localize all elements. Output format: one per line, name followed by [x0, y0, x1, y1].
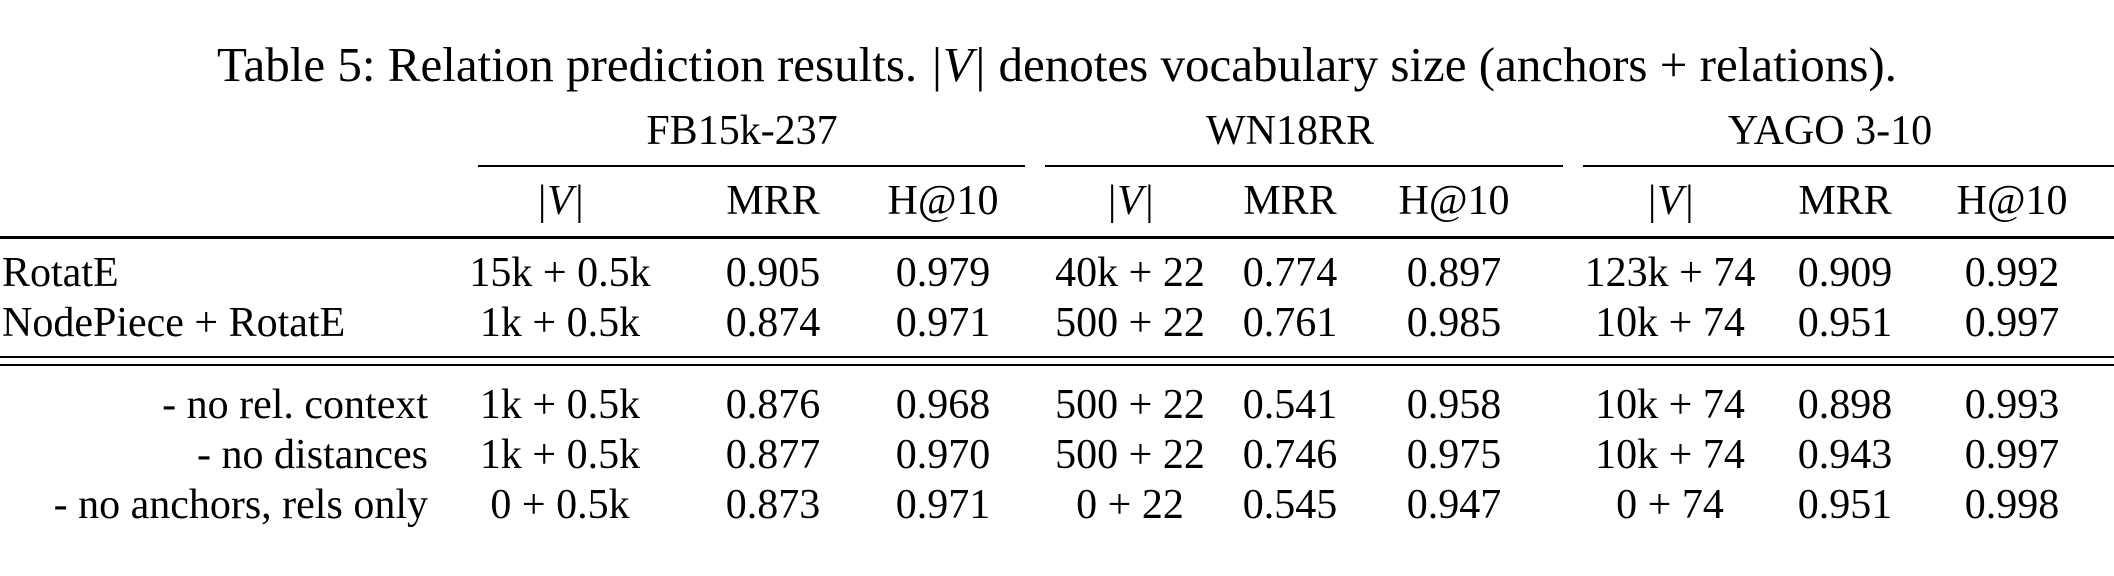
caption-symbol: |V|	[929, 37, 987, 92]
table-cell: 10k + 74	[1595, 432, 1745, 478]
column-header: H@10	[1956, 178, 2068, 224]
table-cell: 500 + 22	[1055, 432, 1205, 478]
table-cell: 0.877	[725, 432, 821, 478]
table-cell: 0.876	[725, 382, 821, 428]
table-cell: 0.943	[1797, 432, 1893, 478]
table-cell: 0.909	[1797, 250, 1893, 296]
group-underline	[478, 165, 1025, 167]
group-header: YAGO 3-10	[1727, 108, 1933, 154]
row-label: - no distances	[197, 432, 428, 478]
table-cell: 0.993	[1964, 382, 2060, 428]
column-header: |V|	[535, 178, 585, 224]
table-cell: 0.905	[725, 250, 821, 296]
table-cell: 0.997	[1964, 432, 2060, 478]
caption-prefix: Table 5: Relation prediction results.	[217, 37, 930, 92]
table-cell: 0.541	[1242, 382, 1338, 428]
table-cell: 123k + 74	[1584, 250, 1756, 296]
table-cell: 0.951	[1797, 300, 1893, 346]
table-cell: 1k + 0.5k	[479, 300, 641, 346]
table-cell: 0.985	[1406, 300, 1502, 346]
table-cell: 0.897	[1406, 250, 1502, 296]
group-header: WN18RR	[1206, 108, 1374, 154]
caption-suffix: denotes vocabulary size (anchors + relat…	[986, 37, 1897, 92]
table-cell: 0.873	[725, 482, 821, 528]
row-label: RotatE	[2, 250, 119, 296]
table-cell: 0.970	[895, 432, 991, 478]
table-cell: 10k + 74	[1595, 300, 1745, 346]
table-cell: 0.774	[1242, 250, 1338, 296]
table-cell: 10k + 74	[1595, 382, 1745, 428]
table-cell: 0.992	[1964, 250, 2060, 296]
table-cell: 0.971	[895, 300, 991, 346]
table-cell: 0.545	[1242, 482, 1338, 528]
column-header: MRR	[1798, 178, 1892, 224]
table-cell: 0.998	[1964, 482, 2060, 528]
row-label: - no rel. context	[162, 382, 428, 428]
column-header: |V|	[1645, 178, 1695, 224]
column-header: MRR	[726, 178, 820, 224]
table-cell: 40k + 22	[1055, 250, 1205, 296]
table-cell: 0.951	[1797, 482, 1893, 528]
table-cell: 0.997	[1964, 300, 2060, 346]
table-cell: 0.979	[895, 250, 991, 296]
column-header: |V|	[1105, 178, 1155, 224]
group-underline	[1045, 165, 1563, 167]
table-cell: 0 + 74	[1616, 482, 1724, 528]
table-cell: 0.761	[1242, 300, 1338, 346]
table-cell: 0.947	[1406, 482, 1502, 528]
table-cell: 0.958	[1406, 382, 1502, 428]
table-cell: 0.898	[1797, 382, 1893, 428]
group-header: FB15k-237	[646, 108, 838, 154]
header-rule	[0, 236, 2114, 239]
column-header: MRR	[1243, 178, 1337, 224]
table-cell: 500 + 22	[1055, 382, 1205, 428]
table-cell: 500 + 22	[1055, 300, 1205, 346]
row-label: - no anchors, rels only	[53, 482, 428, 528]
table-cell: 0.968	[895, 382, 991, 428]
table-cell: 0 + 0.5k	[490, 482, 630, 528]
table-cell: 0 + 22	[1076, 482, 1184, 528]
table-caption: Table 5: Relation prediction results. |V…	[0, 40, 2114, 89]
table-cell: 15k + 0.5k	[469, 250, 651, 296]
row-label: NodePiece + RotatE	[2, 300, 346, 346]
table-cell: 1k + 0.5k	[479, 432, 641, 478]
table-cell: 0.971	[895, 482, 991, 528]
table-cell: 0.746	[1242, 432, 1338, 478]
section-rule-top	[0, 356, 2114, 358]
group-underline	[1583, 165, 2114, 167]
section-rule-bottom	[0, 364, 2114, 366]
table-cell: 0.874	[725, 300, 821, 346]
column-header: H@10	[887, 178, 999, 224]
table-cell: 1k + 0.5k	[479, 382, 641, 428]
column-header: H@10	[1398, 178, 1510, 224]
table-cell: 0.975	[1406, 432, 1502, 478]
